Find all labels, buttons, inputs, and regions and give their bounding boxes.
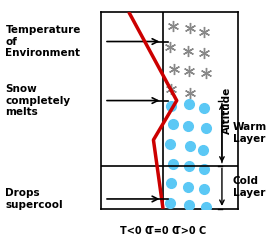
Text: Temperature
of
Environment: Temperature of Environment <box>5 25 81 58</box>
Text: T<0 C: T<0 C <box>119 226 152 235</box>
Text: Altitude: Altitude <box>222 87 232 134</box>
Text: Warm
Layer: Warm Layer <box>233 122 267 144</box>
Text: Cold
Layer: Cold Layer <box>233 176 265 198</box>
Text: Drops
supercool: Drops supercool <box>5 188 63 210</box>
Text: Snow
completely
melts: Snow completely melts <box>5 84 71 117</box>
Text: T=0 C: T=0 C <box>147 226 179 235</box>
Text: T>0 C: T>0 C <box>174 226 207 235</box>
